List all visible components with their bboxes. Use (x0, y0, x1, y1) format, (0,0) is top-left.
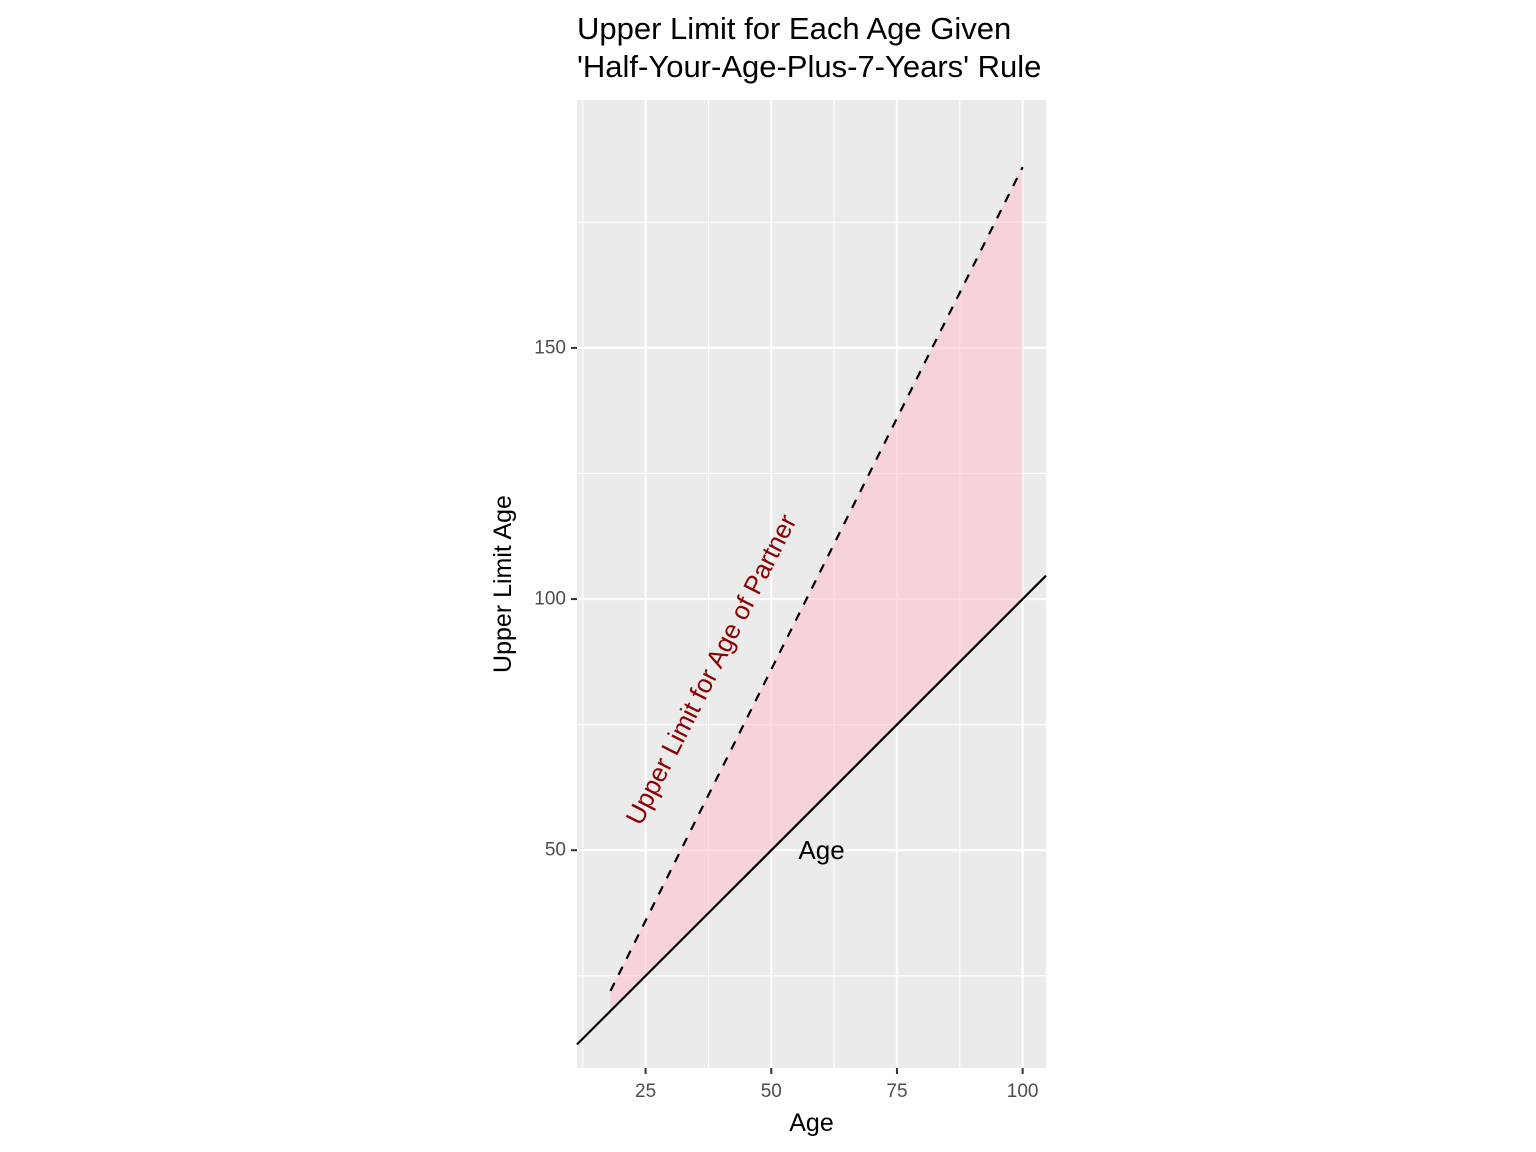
identity-line (576, 574, 1047, 1046)
y-tick-label: 50 (545, 840, 566, 861)
ribbon-layer (610, 167, 1023, 1011)
series-layer (576, 166, 1047, 1046)
y-tick-label: 100 (534, 589, 566, 610)
chart-title-line2: 'Half-Your-Age-Plus-7-Years' Rule (577, 49, 1041, 84)
x-tick-label: 75 (886, 1081, 907, 1102)
x-tick-label: 100 (1007, 1081, 1039, 1102)
x-tick-label: 50 (761, 1081, 782, 1102)
x-tick-label: 25 (635, 1081, 656, 1102)
annotation-age-label: Age (798, 835, 844, 865)
y-tick-label: 150 (534, 337, 566, 358)
x-axis-title: Age (789, 1109, 833, 1137)
ribbon-area (610, 167, 1023, 1011)
chart-title-line1: Upper Limit for Each Age Given (577, 11, 1011, 46)
y-axis: 50 100 150 (534, 337, 577, 861)
y-axis-title: Upper Limit Age (489, 495, 517, 673)
x-axis: 25 50 75 100 (635, 1068, 1038, 1102)
